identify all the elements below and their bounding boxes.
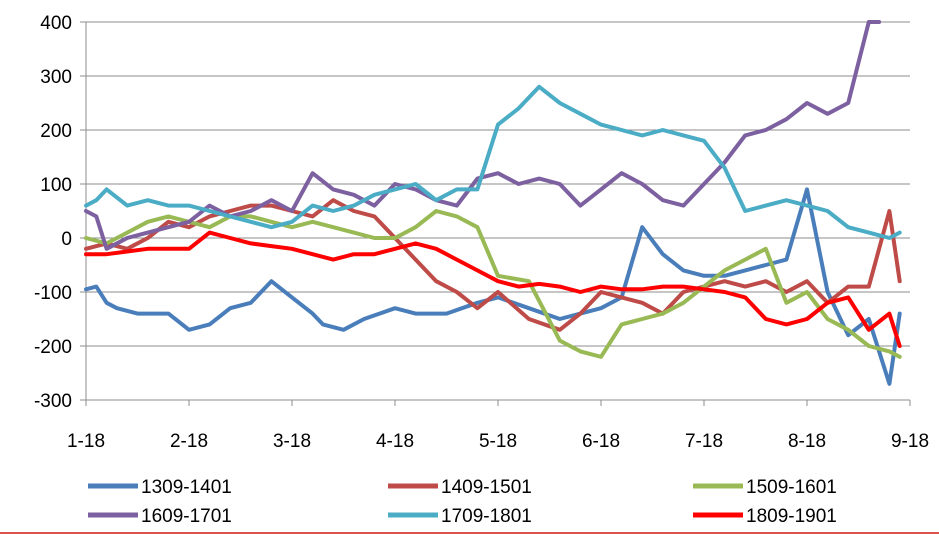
legend: 1309-1401 1409-1501 1509-1601 1609-1701 1709… (88, 477, 837, 527)
legend-label-1309-1401: 1309-1401 (141, 477, 232, 498)
legend-label-1509-1601: 1509-1601 (746, 477, 837, 498)
legend-label-1609-1701: 1609-1701 (141, 506, 232, 527)
x-tick-label: 7-18 (685, 431, 723, 452)
y-tick-label: -200 (34, 337, 72, 358)
series-line-1509-1601 (84, 209, 902, 359)
x-tick-label: 2-18 (170, 431, 208, 452)
x-tick-label: 3-18 (273, 431, 311, 452)
series-line-1709-1801 (84, 84, 902, 240)
x-tick-label: 8-18 (788, 431, 826, 452)
legend-label-1409-1501: 1409-1501 (441, 477, 532, 498)
y-tick-label: -300 (34, 391, 72, 412)
x-tick-label: 1-18 (67, 431, 105, 452)
bottom-border (0, 532, 939, 534)
y-axis-tick-labels: 400 300 200 100 0 -100 -200 -300 (34, 13, 72, 412)
x-tick-label: 9-18 (891, 431, 929, 452)
y-tick-label: 200 (40, 121, 72, 142)
series-lines (84, 20, 902, 386)
x-tick-label: 6-18 (582, 431, 620, 452)
series-line-1609-1701 (84, 20, 882, 251)
y-tick-label: 100 (40, 175, 72, 196)
x-axis-tick-labels: 1-18 2-18 3-18 4-18 5-18 6-18 7-18 8-18 9-18 (67, 431, 929, 452)
x-tick-label: 5-18 (479, 431, 517, 452)
legend-label-1709-1801: 1709-1801 (441, 506, 532, 527)
y-tick-label: -100 (34, 283, 72, 304)
y-tick-label: 400 (40, 13, 72, 34)
y-tick-label: 300 (40, 67, 72, 88)
axes (80, 21, 911, 406)
x-tick-label: 4-18 (376, 431, 414, 452)
y-tick-label: 0 (61, 229, 72, 250)
series-line-1809-1901 (84, 230, 902, 348)
legend-label-1809-1901: 1809-1901 (746, 506, 837, 527)
